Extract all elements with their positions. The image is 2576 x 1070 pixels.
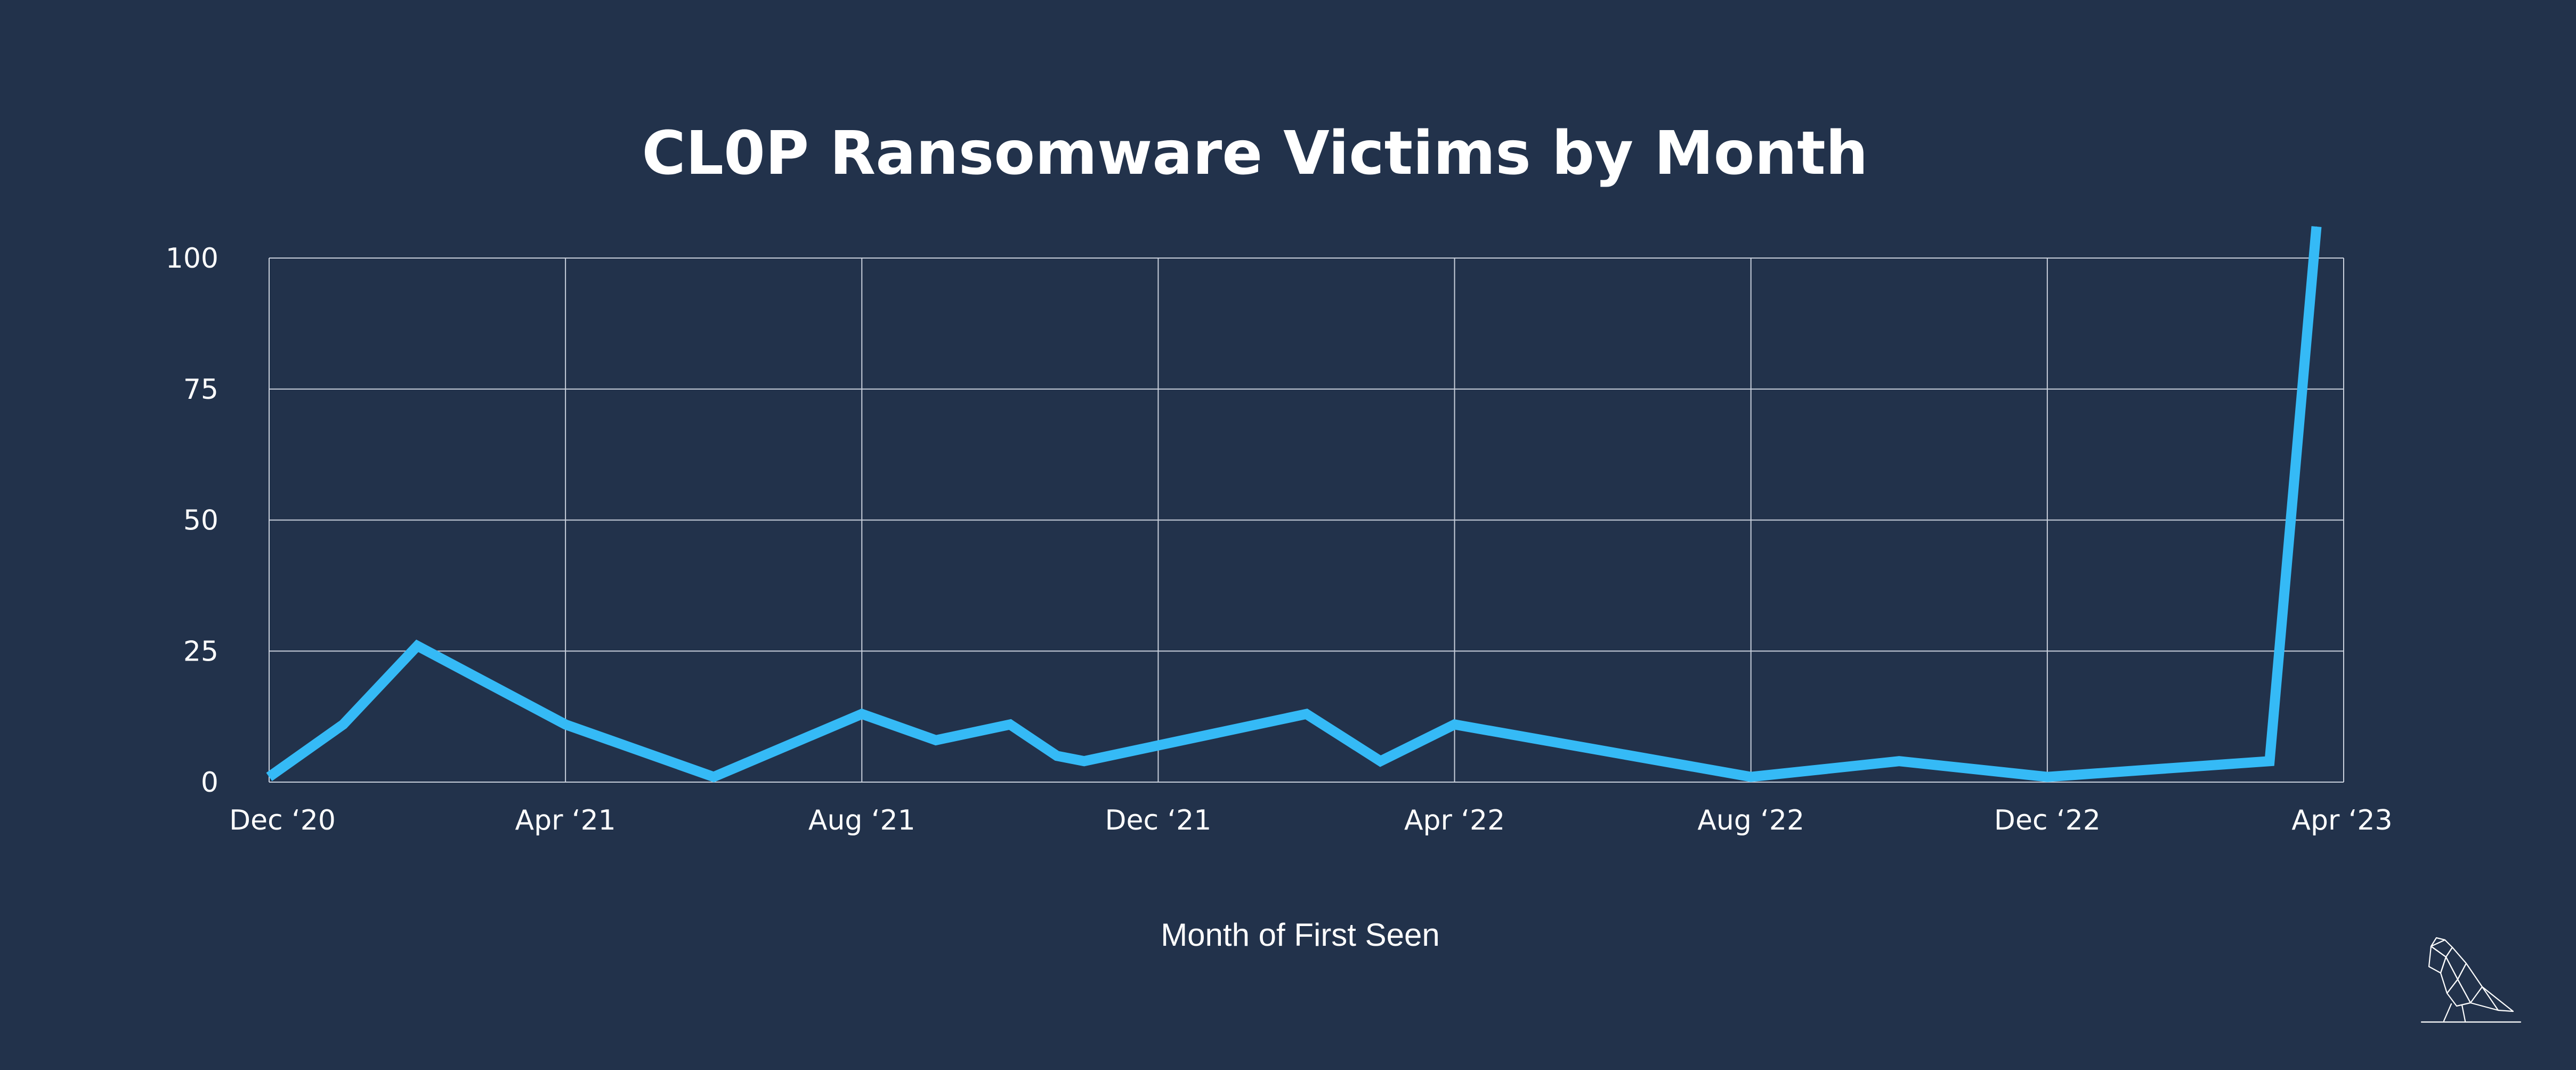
x-tick-label: Dec ‘21 [1105,804,1211,836]
chart-title: CL0P Ransomware Victims by Month [642,119,1868,188]
x-tick-label: Aug ‘22 [1697,804,1804,836]
x-tick-label: Apr ‘22 [1404,804,1505,836]
grid-lines [269,258,2344,783]
data-point [565,724,566,725]
bird-logo-icon [2420,937,2522,1023]
y-tick-label: 75 [183,374,218,406]
y-axis-ticks: 0 25 50 75 100 [166,243,218,799]
x-tick-label: Aug ‘21 [808,804,916,836]
x-tick-label: Apr ‘21 [515,804,616,836]
y-tick-label: 0 [201,767,218,799]
y-tick-label: 100 [166,243,218,275]
series-layer [266,226,2322,783]
x-tick-label: Dec ‘22 [1994,804,2101,836]
x-axis-label: Month of First Seen [1161,917,1440,953]
y-tick-label: 50 [183,505,218,537]
x-tick-label: Apr ‘23 [2291,804,2392,836]
y-tick-label: 25 [183,635,218,667]
data-point [343,724,344,725]
series-line [266,226,2322,783]
x-tick-label: Dec ‘20 [229,804,336,836]
x-axis-ticks: Dec ‘20 Apr ‘21 Aug ‘21 Dec ‘21 Apr ‘22 Aug ‘… [229,804,2393,836]
data-point [1454,724,1455,725]
